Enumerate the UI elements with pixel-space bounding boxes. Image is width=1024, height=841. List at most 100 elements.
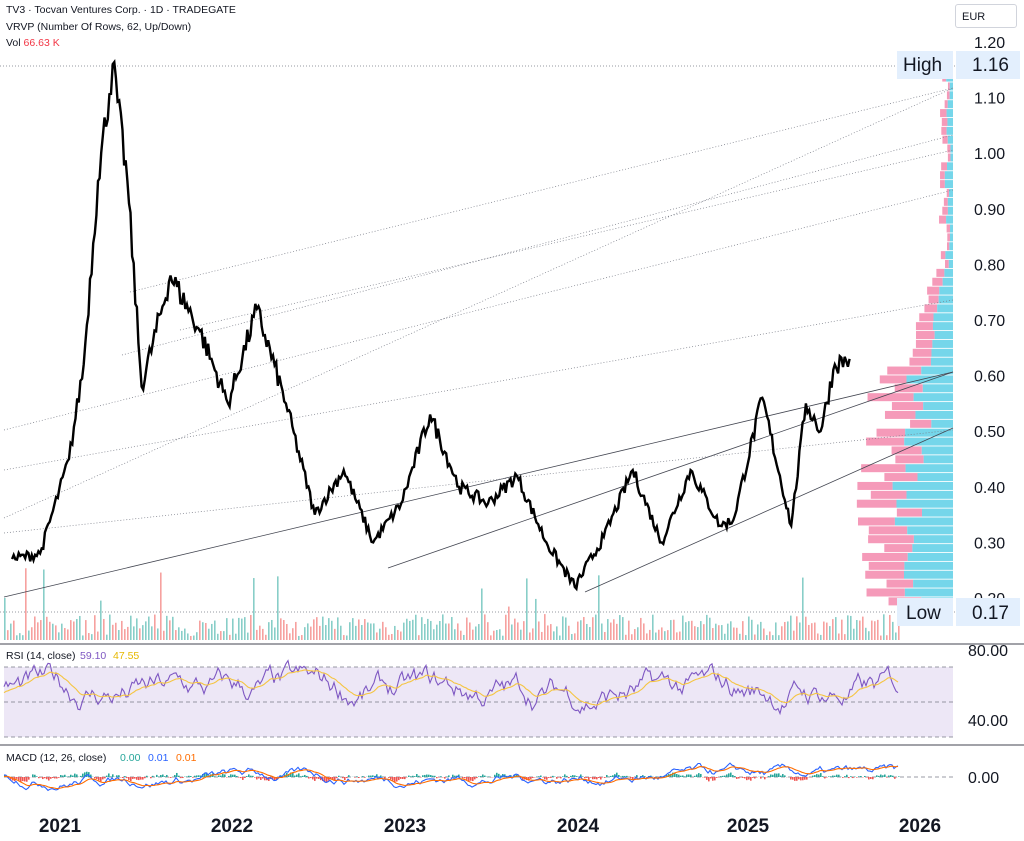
macd-histogram-bar (472, 777, 474, 782)
volume-bar (751, 619, 753, 640)
macd-histogram-bar (794, 777, 796, 781)
macd-histogram-bar (418, 775, 420, 777)
vp-bar-up (944, 180, 953, 189)
volume-bar (811, 623, 813, 640)
macd-histogram-bar (152, 775, 154, 777)
volume-bar (886, 635, 888, 640)
macd-histogram-bar (458, 774, 460, 777)
volume-bar (637, 627, 639, 640)
currency-selector[interactable]: EUR (955, 4, 1017, 28)
macd-histogram-bar (474, 777, 476, 780)
macd-histogram-bar (736, 777, 738, 779)
vp-bar-down (939, 215, 947, 224)
channel-fib-line (3, 429, 954, 534)
macd-histogram-bar (452, 774, 454, 777)
macd-histogram-bar (290, 772, 292, 777)
volume-bar (568, 625, 570, 640)
macd-histogram-bar (162, 774, 164, 777)
macd-histogram-bar (86, 771, 88, 777)
volume-bar (211, 623, 213, 640)
volume-bar (889, 614, 891, 640)
macd-histogram-bar (10, 777, 12, 780)
price-tick-label: 0.30 (974, 535, 1005, 552)
volume-bar (796, 616, 798, 640)
vp-bar-up (947, 206, 953, 215)
macd-histogram-bar (430, 775, 432, 777)
macd-histogram-bar (150, 777, 152, 779)
macd-histogram-bar (484, 775, 486, 777)
macd-histogram-bar (830, 776, 832, 777)
macd-histogram-bar (26, 777, 28, 782)
macd-histogram-bar (716, 777, 718, 778)
volume-bar (505, 614, 507, 640)
volume-bar (832, 619, 834, 640)
vp-bar-up (949, 242, 953, 251)
macd-histogram-bar (594, 777, 596, 780)
volume-bar (766, 635, 768, 640)
vp-bar-down (884, 544, 913, 553)
volume-bar (493, 630, 495, 640)
volume-bar (562, 616, 564, 640)
volume-bar (616, 623, 618, 640)
vp-bar-up (946, 126, 953, 135)
volume-bar (817, 633, 819, 640)
macd-histogram-bar (118, 775, 120, 777)
volume-bar (544, 614, 546, 640)
macd-histogram-bar (238, 777, 240, 778)
macd-histogram-bar (42, 777, 44, 780)
volume-bar (730, 621, 732, 640)
macd-histogram-bar (332, 777, 334, 780)
macd-histogram-bar (138, 777, 140, 781)
rsi-value: 59.10 (80, 650, 106, 662)
macd-histogram-bar (248, 774, 250, 777)
volume-bar (109, 614, 111, 640)
volume-bar (592, 617, 594, 640)
volume-bar (754, 634, 756, 640)
volume-bar (862, 616, 864, 640)
time-tick-label: 2021 (39, 816, 82, 837)
volume-bar (631, 634, 633, 640)
macd-histogram-bar (784, 775, 786, 777)
macd-histogram-bar (598, 777, 600, 778)
volume-bar (295, 621, 297, 640)
macd-histogram-bar (714, 777, 716, 781)
volume-bar (349, 622, 351, 640)
macd-histogram-bar (60, 775, 62, 777)
channel-fib-line (3, 87, 954, 519)
macd-histogram-bar (220, 775, 222, 777)
price-tick-label: 1.20 (974, 35, 1005, 52)
macd-histogram-bar (582, 776, 584, 777)
volume-bar (595, 614, 597, 640)
vol-label: Vol (6, 37, 21, 49)
macd-histogram-bar (236, 775, 238, 777)
macd-histogram-bar (616, 772, 618, 777)
volume-bar (565, 617, 567, 640)
vp-bar-down (936, 268, 945, 277)
macd-histogram-bar (704, 777, 706, 778)
macd-histogram-bar (102, 777, 104, 780)
vp-bar-up (907, 552, 953, 561)
macd-histogram-bar (760, 777, 762, 779)
vp-bar-up (923, 455, 953, 464)
vp-bar-up (903, 570, 953, 579)
volume-bar (763, 628, 765, 640)
macd-histogram-bar (778, 773, 780, 777)
macd-histogram-bar (56, 777, 58, 779)
macd-histogram-bar (32, 774, 34, 777)
vp-bar-down (884, 410, 916, 419)
macd-histogram-bar (732, 775, 734, 777)
macd-histogram-bar (852, 777, 854, 779)
macd-histogram-bar (646, 777, 648, 778)
volume-bar (355, 625, 357, 640)
macd-histogram-bar (392, 777, 394, 781)
macd-histogram-bar (62, 775, 64, 777)
volume-bar (460, 630, 462, 640)
vp-bar-up (906, 375, 953, 384)
macd-histogram-bar (362, 776, 364, 777)
vp-bar-up (896, 499, 953, 508)
vp-bar-down (862, 552, 908, 561)
vp-bar-up (904, 588, 953, 597)
volume-bar (622, 617, 624, 640)
volume-bar (385, 627, 387, 640)
volume-bar (658, 629, 660, 640)
